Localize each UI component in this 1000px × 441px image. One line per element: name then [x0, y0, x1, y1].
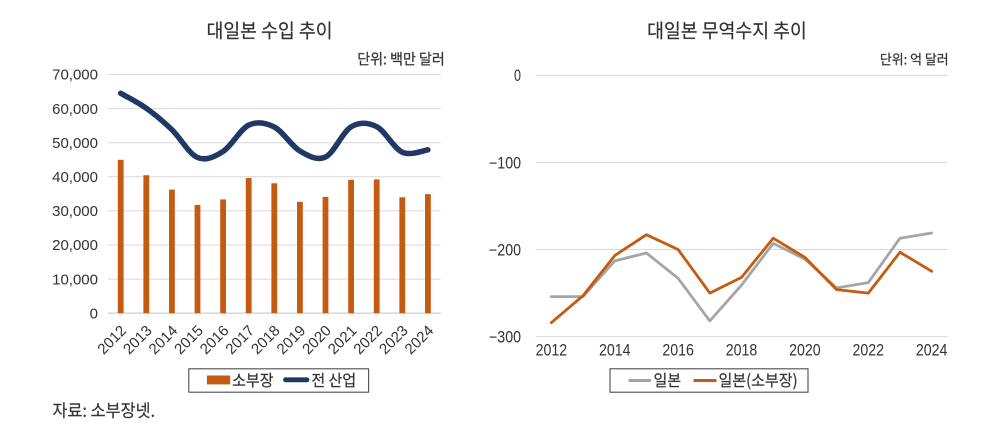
- svg-text:0: 0: [514, 67, 521, 85]
- svg-text:−100: −100: [489, 154, 521, 172]
- svg-text:2024: 2024: [916, 341, 948, 359]
- svg-text:−300: −300: [489, 328, 521, 346]
- svg-text:30,000: 30,000: [52, 203, 98, 220]
- svg-text:40,000: 40,000: [52, 169, 98, 186]
- svg-text:2016: 2016: [662, 341, 694, 359]
- svg-text:2012: 2012: [536, 341, 568, 359]
- svg-text:2018: 2018: [726, 341, 758, 359]
- svg-text:10,000: 10,000: [52, 271, 98, 288]
- svg-text:2020: 2020: [789, 341, 821, 359]
- svg-text:0: 0: [90, 305, 98, 322]
- svg-text:50,000: 50,000: [52, 135, 98, 152]
- svg-text:20,000: 20,000: [52, 237, 98, 254]
- svg-text:2022: 2022: [853, 341, 885, 359]
- svg-text:60,000: 60,000: [52, 101, 98, 118]
- svg-text:2014: 2014: [599, 341, 631, 359]
- svg-text:70,000: 70,000: [52, 67, 98, 84]
- svg-text:−200: −200: [489, 241, 521, 259]
